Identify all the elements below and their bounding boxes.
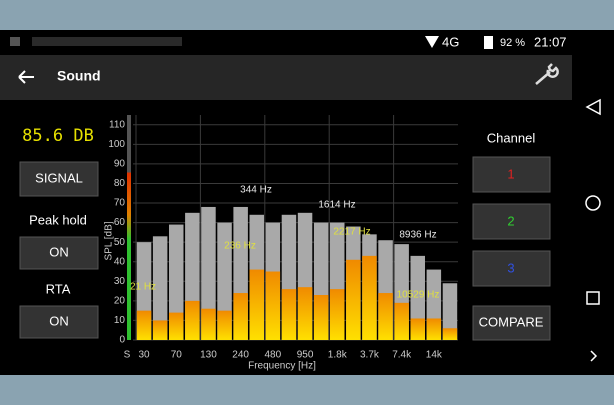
y-tick-label: 40 — [114, 256, 126, 267]
x-tick-label: 130 — [200, 350, 217, 361]
battery: 92 % — [500, 37, 525, 49]
wifi-icon — [425, 36, 439, 48]
rta-bar — [201, 308, 216, 340]
nav-home[interactable] — [585, 195, 601, 211]
y-tick-label: 60 — [114, 217, 126, 228]
y-tick-label: 0 — [119, 335, 125, 346]
y-tick-label: 10 — [114, 315, 126, 326]
rta-annotation: 10529 Hz — [397, 290, 440, 301]
y-axis-title: SPL [dB] — [104, 221, 115, 260]
rta-bar — [185, 300, 200, 340]
channel-2-button[interactable] — [472, 203, 551, 240]
x-tick-label: 240 — [232, 350, 249, 361]
channel-3-label: 3 — [507, 260, 514, 275]
nav-recents[interactable] — [586, 291, 600, 305]
rta-annotation: 2217 Hz — [333, 227, 370, 238]
rta-button[interactable] — [19, 305, 99, 339]
app-title: Sound — [57, 68, 101, 84]
peak-annotation: 344 Hz — [240, 185, 272, 196]
x-axis-title: Frequency [Hz] — [248, 361, 316, 372]
peak-bar — [152, 236, 168, 340]
status-bar: 4G 92 % 21:07 — [10, 34, 567, 49]
y-tick-label: 110 — [109, 119, 125, 130]
x-tick-label: 950 — [297, 350, 314, 361]
level-readout: 85.6 DB — [22, 126, 94, 146]
rta-bar — [265, 271, 281, 340]
notif-icons — [32, 37, 182, 46]
nav-back[interactable] — [585, 98, 601, 116]
rta-bar — [217, 310, 232, 340]
channel-label: Channel — [487, 130, 536, 145]
level-axis-label: S — [124, 350, 131, 361]
settings-button[interactable] — [535, 63, 559, 85]
x-tick-label: 30 — [138, 350, 150, 361]
rta-label: RTA — [46, 281, 71, 296]
rta-bar — [442, 328, 458, 340]
rta-bar — [346, 259, 361, 340]
channel-2-label: 2 — [507, 213, 514, 228]
x-tick-label: 3.7k — [360, 350, 380, 361]
back-button[interactable] — [18, 70, 34, 84]
channel-1-button[interactable] — [472, 156, 551, 193]
rta-annotation: 236 Hz — [224, 241, 256, 252]
y-tick-label: 90 — [114, 159, 126, 170]
y-tick-label: 80 — [114, 178, 126, 189]
sim-icon — [484, 36, 493, 49]
compare-button[interactable] — [472, 305, 551, 341]
x-tick-label: 7.4k — [392, 350, 412, 361]
nav-bar — [585, 98, 601, 362]
rta-bar — [330, 289, 345, 340]
y-tick-label: 100 — [108, 139, 125, 150]
rta-bar — [410, 318, 425, 340]
peak-bar — [442, 283, 458, 340]
rta-bar — [169, 312, 184, 340]
signal-button-label: SIGNAL — [35, 170, 83, 185]
nav-more[interactable] — [590, 350, 598, 362]
x-tick-label: 480 — [265, 350, 282, 361]
clock: 21:07 — [534, 34, 567, 49]
peak-bar — [169, 224, 184, 340]
peak-annotation: 8936 Hz — [399, 230, 436, 241]
y-tick-label: 70 — [114, 198, 126, 209]
peak-hold-button-label: ON — [49, 244, 69, 259]
x-tick-label: 70 — [171, 350, 183, 361]
rta-bar — [281, 289, 297, 340]
channel-1-label: 1 — [507, 166, 514, 181]
rta-annotation: 21 Hz — [130, 282, 156, 293]
network: 4G — [442, 34, 459, 49]
rta-bar — [378, 293, 393, 340]
rta-bar — [313, 295, 329, 340]
peak-annotation: 1614 Hz — [318, 200, 355, 211]
peak-hold-label: Peak hold — [29, 212, 87, 227]
rta-bar — [233, 293, 248, 340]
rta-button-label: ON — [49, 313, 69, 328]
peak-hold-button[interactable] — [19, 236, 99, 270]
y-tick-label: 20 — [114, 296, 126, 307]
rta-bar — [426, 318, 442, 340]
channel-3-button[interactable] — [472, 250, 551, 287]
level-meter — [127, 172, 131, 340]
y-tick-label: 30 — [114, 276, 126, 287]
rta-bar — [297, 287, 313, 340]
peak-bar — [201, 206, 216, 340]
y-tick-label: 50 — [114, 237, 126, 248]
rta-bar — [136, 310, 152, 340]
signal-button[interactable] — [19, 161, 99, 197]
rta-bar — [394, 302, 409, 340]
notif-icon — [10, 37, 20, 46]
rta-bar — [362, 255, 377, 340]
rta-bar — [152, 320, 168, 340]
app-bar — [0, 55, 572, 100]
x-tick-label: 14k — [426, 350, 443, 361]
rta-bar — [249, 269, 264, 340]
compare-button-label: COMPARE — [479, 314, 544, 329]
x-tick-label: 1.8k — [328, 350, 348, 361]
